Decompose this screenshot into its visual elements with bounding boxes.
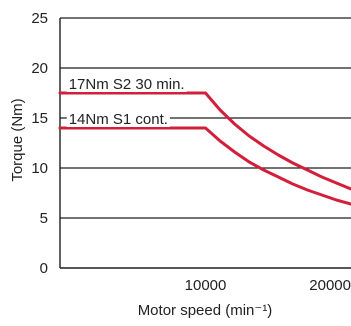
- series-line: [58, 91, 351, 191]
- series-layer: [58, 91, 351, 206]
- x-axis-title: Motor speed (min⁻¹): [138, 302, 273, 319]
- series-label-bg: [66, 75, 187, 92]
- y-tick-label: 5: [40, 210, 48, 227]
- y-axis-title: Torque (Nm): [9, 98, 26, 181]
- y-tick-label: 25: [31, 10, 48, 27]
- axes-layer: 0 5 10 15 20 25 10000 20000: [31, 10, 351, 294]
- x-tick-label: 20000: [309, 277, 351, 294]
- label-layer: 17Nm S2 30 min. 14Nm S1 cont.: [66, 75, 187, 128]
- series-line: [58, 126, 351, 206]
- y-tick-label: 15: [31, 110, 48, 127]
- series-label: 14Nm S1 cont.: [69, 111, 168, 128]
- x-tick-label: 10000: [185, 277, 227, 294]
- series-label-bg: [66, 110, 170, 127]
- series-label: 17Nm S2 30 min.: [69, 76, 185, 93]
- y-tick-label: 20: [31, 60, 48, 77]
- y-tick-label: 0: [40, 260, 48, 277]
- y-tick-label: 10: [31, 160, 48, 177]
